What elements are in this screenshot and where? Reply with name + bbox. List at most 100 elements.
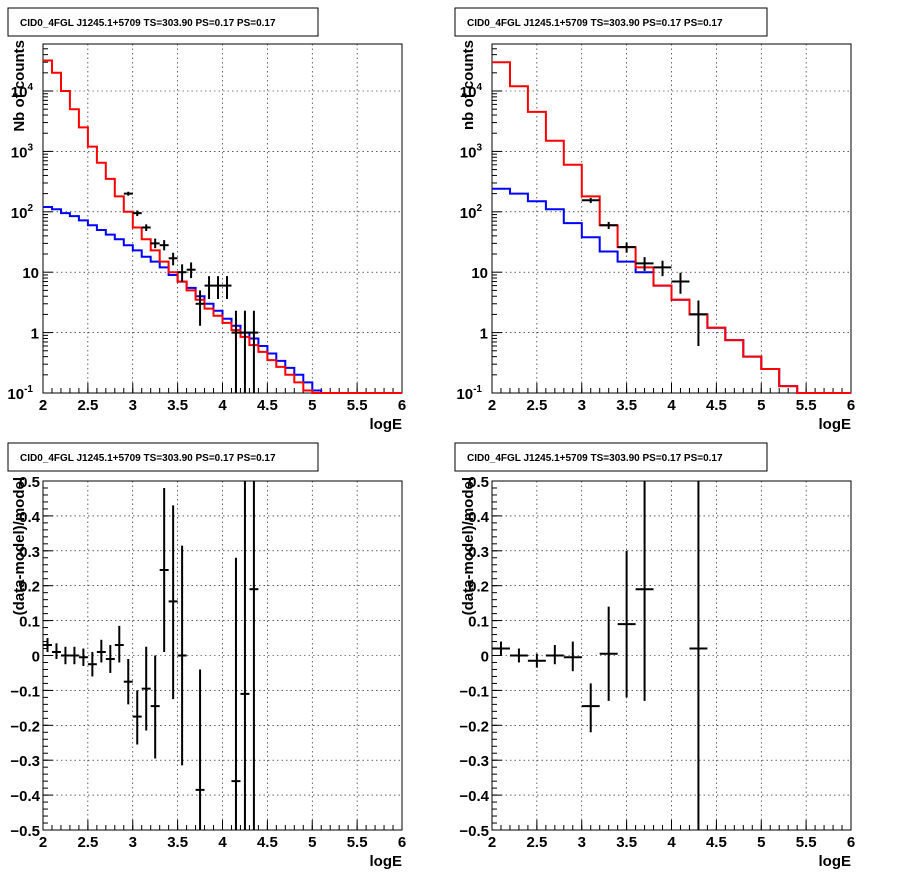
y-tick-label: −0.1 (10, 683, 40, 700)
chart-panel-2: CID0_4FGL J1245.1+5709 TS=303.90 PS=0.17… (454, 7, 855, 433)
y-axis-label: (data-model)/model (460, 477, 477, 615)
data-point (60, 646, 70, 665)
y-tick-label: 104 (460, 82, 483, 101)
x-tick-label: 5 (308, 397, 316, 414)
data-point (168, 505, 178, 700)
x-tick-label: 4 (667, 397, 676, 414)
data-point (599, 606, 618, 701)
y-tick-label: −0.3 (459, 753, 489, 770)
data-point (159, 240, 169, 251)
x-tick-label: 2 (488, 834, 496, 851)
data-point (168, 252, 178, 266)
data-point (527, 653, 546, 668)
data-point (545, 645, 564, 665)
x-tick-label: 3.5 (167, 834, 188, 851)
y-axis-label: nb of counts (460, 40, 477, 130)
y-tick-label: 10 (22, 265, 39, 282)
y-tick-label: −0.5 (10, 823, 40, 840)
y-tick-label: −0.3 (10, 753, 40, 770)
data-point (581, 197, 600, 203)
x-tick-label: 4 (218, 397, 227, 414)
component-model-step-line (43, 206, 402, 394)
data-point (69, 646, 79, 665)
chart-panel-4: CID0_4FGL J1245.1+5709 TS=303.90 PS=0.17… (454, 442, 855, 870)
data-point (222, 276, 232, 299)
data-point (249, 481, 259, 830)
y-tick-label: −0.1 (459, 683, 489, 700)
plot-title: CID0_4FGL J1245.1+5709 TS=303.90 PS=0.17… (20, 18, 276, 29)
data-point (689, 300, 708, 346)
title-box (454, 442, 768, 472)
plot-title: CID0_4FGL J1245.1+5709 TS=303.90 PS=0.17… (467, 453, 723, 464)
title-box (454, 7, 768, 37)
y-tick-label: 0.1 (468, 614, 489, 631)
data-point (492, 641, 510, 656)
data-point (599, 221, 618, 229)
data-point (249, 310, 259, 393)
x-tick-label: 2 (39, 397, 47, 414)
data-point (186, 262, 196, 279)
y-tick-label: −0.4 (10, 788, 40, 805)
x-tick-label: 4.5 (257, 834, 278, 851)
y-tick-label: 102 (460, 203, 483, 222)
x-tick-label: 2.5 (526, 397, 547, 414)
x-tick-label: 2 (488, 397, 496, 414)
x-tick-label: 5.5 (796, 834, 817, 851)
data-point (123, 191, 133, 196)
x-tick-label: 6 (398, 397, 406, 414)
y-tick-label: 0.3 (19, 544, 40, 561)
plot-frame (42, 480, 403, 831)
y-tick-label: 103 (460, 142, 483, 161)
y-tick-label: 0.1 (19, 614, 40, 631)
data-point (132, 210, 142, 217)
data-point (653, 260, 672, 277)
data-point (141, 646, 151, 731)
data-point (617, 242, 636, 253)
chart-panel-1: CID0_4FGL J1245.1+5709 TS=303.90 PS=0.17… (7, 7, 406, 433)
plot-frame (42, 43, 403, 394)
x-tick-label: 6 (398, 834, 406, 851)
y-tick-label: 0.2 (468, 579, 489, 596)
x-axis-label: logE (819, 853, 852, 870)
data-point (563, 641, 582, 672)
x-tick-label: 2.5 (77, 834, 98, 851)
data-point (689, 481, 708, 830)
x-tick-label: 6 (847, 834, 855, 851)
y-tick-label: 0.5 (19, 474, 40, 491)
data-point (87, 652, 97, 677)
x-axis-label: logE (370, 853, 403, 870)
x-tick-label: 3 (129, 834, 137, 851)
x-tick-label: 3.5 (616, 834, 637, 851)
data-point (195, 290, 205, 326)
data-point (141, 224, 151, 232)
y-tick-label: 10 (471, 265, 488, 282)
data-point (635, 257, 654, 271)
data-point (509, 648, 528, 663)
chart-panel-3: CID0_4FGL J1245.1+5709 TS=303.90 PS=0.17… (7, 442, 406, 870)
x-tick-label: 3 (129, 397, 137, 414)
y-tick-label: −0.2 (459, 718, 489, 735)
y-tick-label: −0.4 (459, 788, 489, 805)
y-tick-label: 103 (11, 142, 34, 161)
x-tick-label: 4 (218, 834, 227, 851)
y-tick-label: 0.3 (468, 544, 489, 561)
data-point (635, 481, 654, 701)
x-tick-label: 2 (39, 834, 47, 851)
y-tick-label: −0.5 (459, 823, 489, 840)
plot-title: CID0_4FGL J1245.1+5709 TS=303.90 PS=0.17… (467, 18, 723, 29)
y-tick-label: 104 (11, 82, 34, 101)
plot-title: CID0_4FGL J1245.1+5709 TS=303.90 PS=0.17… (20, 453, 276, 464)
y-axis-label: Nb of counts (11, 40, 28, 132)
x-axis-label: logE (370, 416, 403, 433)
data-point (150, 238, 160, 249)
data-point (123, 658, 133, 705)
y-axis-label: (data-model)/model (11, 477, 28, 615)
data-point (240, 481, 250, 830)
x-tick-label: 5.5 (796, 397, 817, 414)
total-model-step-line (492, 61, 851, 394)
x-axis-label: logE (819, 416, 852, 433)
x-tick-label: 4.5 (706, 397, 727, 414)
x-tick-label: 5.5 (347, 834, 368, 851)
data-point (240, 310, 250, 393)
y-tick-label: 102 (11, 203, 34, 222)
